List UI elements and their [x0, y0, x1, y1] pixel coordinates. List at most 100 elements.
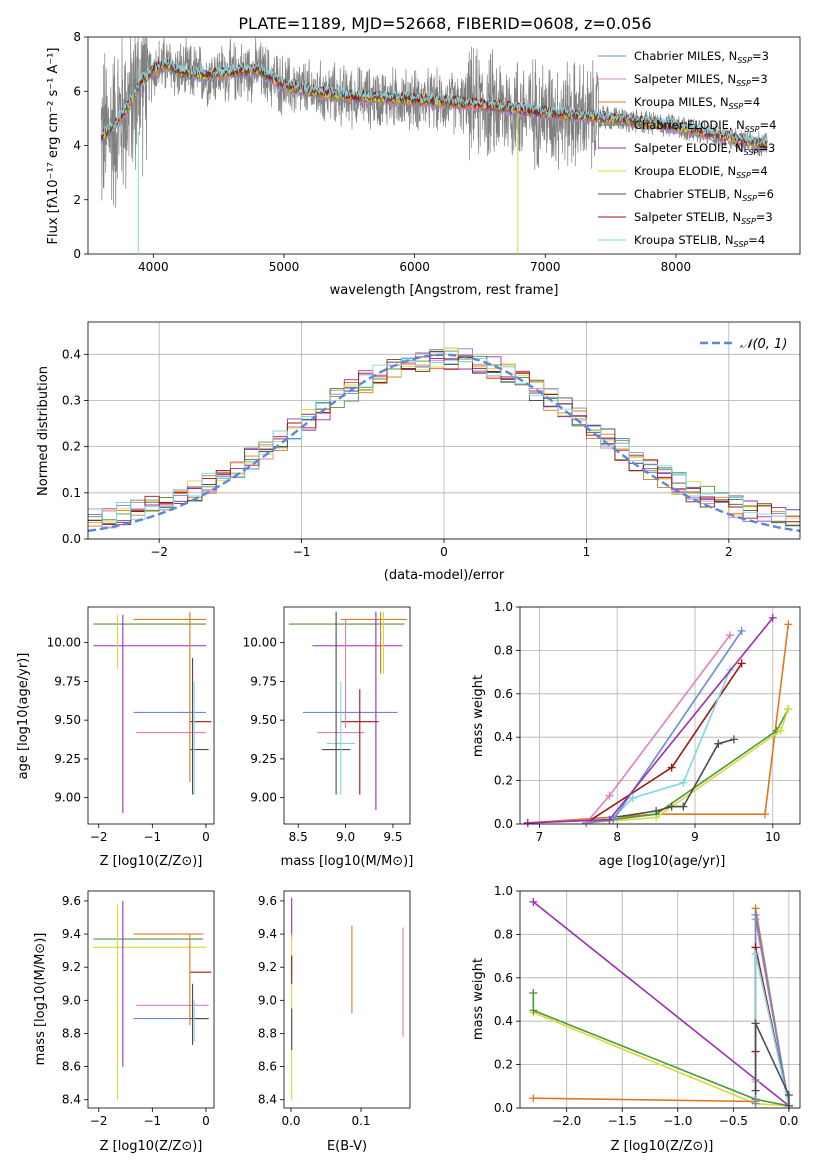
y-tick-label: 9.2	[258, 960, 277, 974]
x-tick-label: 4000	[138, 260, 169, 274]
spectrum-xlabel: wavelength [Angstrom, rest frame]	[330, 283, 559, 298]
legend-label-main: Kroupa STELIB, N	[634, 233, 734, 247]
legend-label-sub: SSP	[736, 79, 751, 88]
series-point-salpeter_stelib	[667, 763, 676, 772]
legend-label-sub: SSP	[729, 102, 744, 111]
legend-label-suffix: =6	[757, 187, 774, 201]
y-tick-label: 8.6	[62, 1060, 81, 1074]
series-point-chabrier_stelib	[714, 739, 723, 748]
series-point-salpeter_miles	[726, 631, 734, 640]
series-point-salpeter_elodie	[523, 818, 532, 827]
series-line-chabrier_miles	[754, 914, 790, 1106]
y-tick-label: 9.4	[258, 927, 277, 941]
spectrum-model	[100, 58, 768, 254]
x-tick-label: 8.5	[289, 830, 308, 844]
series-point-salpeter_stelib	[737, 659, 746, 668]
panel-frame	[283, 890, 411, 1109]
series-point-kroupa_stelib	[628, 793, 637, 802]
massweight-vs-z-ylabel: mass weight	[471, 958, 486, 1040]
y-tick-label: 0.0	[494, 817, 513, 831]
normal-curve	[87, 353, 801, 533]
x-tick-label: −2.0	[552, 1114, 581, 1128]
x-tick-label: −1	[143, 830, 161, 844]
y-tick-label: 0.2	[494, 774, 513, 788]
series-point-chabrier_stelib	[751, 1019, 760, 1028]
residuals-panel: −2 −1 0 1 2 0.0 0.1 0.2 0.3 0.4 𝒩(0, 1) (data-mod…	[36, 321, 801, 583]
legend-label-sub: SSP	[734, 240, 749, 249]
y-tick-label: 9.00	[54, 791, 81, 805]
y-tick-label: 9.6	[258, 894, 277, 908]
legend-label-main: Kroupa MILES, N	[634, 95, 729, 109]
age-vs-z-ylabel: age [log10(age/yr)]	[16, 653, 31, 780]
x-tick-label: 5000	[269, 260, 300, 274]
legend-label-suffix: =4	[743, 95, 760, 109]
series-point-salpeter_elodie	[605, 815, 614, 824]
y-tick-label: 8.8	[62, 1026, 81, 1040]
y-tick-label: 8	[73, 30, 81, 44]
y-tick-label: 0.4	[494, 1014, 513, 1028]
legend-label-main: Salpeter STELIB, N	[634, 210, 741, 224]
series-point-chabrier_stelib	[652, 806, 661, 815]
x-tick-label: 0.0	[779, 1114, 798, 1128]
series-line-chabrier_stelib	[754, 1023, 790, 1106]
legend-label-chabrier_miles: Chabrier MILES, NSSP=3	[634, 49, 769, 65]
residuals-histograms	[88, 347, 800, 529]
x-tick-label: 0	[202, 830, 210, 844]
legend-label-main: Kroupa ELODIE, N	[634, 164, 736, 178]
panel-frame	[283, 606, 411, 825]
y-tick-label: 0	[73, 247, 81, 261]
histogram-kroupa_stelib	[88, 358, 800, 529]
y-tick-label: 4	[73, 139, 81, 153]
massweight-vs-age-xlabel: age [log10(age/yr)]	[599, 854, 726, 869]
x-tick-label: 9.0	[336, 830, 355, 844]
mass-vs-z-ylabel: mass [log10(M/M⊙)]	[33, 933, 48, 1066]
legend-label-sub: SSP	[745, 125, 760, 134]
series-point-chabrier_stelib	[784, 1101, 793, 1110]
series-point-salpeter_elodie	[768, 613, 777, 622]
y-tick-label: 9.00	[250, 791, 277, 805]
y-tick-label: 0.8	[494, 927, 513, 941]
series-point-kroupa_miles	[529, 1094, 538, 1103]
legend-label-suffix: =4	[760, 118, 777, 132]
x-tick-label: 0	[202, 1114, 210, 1128]
y-tick-label: 1.0	[494, 600, 513, 614]
mass-vs-z-panel: −2 −1 0 8.4 8.6 8.8 9.0 9.2 9.4 9.6	[62, 890, 215, 1128]
series-point-salpeter_miles	[605, 791, 614, 800]
x-tick-label: −1.5	[608, 1114, 637, 1128]
y-tick-label: 0.2	[62, 440, 81, 454]
massweight-vs-z-panel: −2.0 −1.5 −1.0 −0.5 0.0 0.0 0.2 0.4 0.6 0.8 1.0	[494, 884, 801, 1128]
y-tick-label: 9.50	[250, 713, 277, 727]
spectrum-panel: 4000 5000 6000 7000 8000 0 2 4 6 8 Chabrier MILES…	[46, 30, 801, 298]
y-tick-label: 9.50	[54, 713, 81, 727]
legend-label-salpeter_stelib: Salpeter STELIB, NSSP=3	[634, 210, 773, 226]
series-point-chabrier_stelib	[679, 802, 688, 811]
legend-label-suffix: =3	[751, 72, 768, 86]
legend-label-suffix: =4	[748, 233, 765, 247]
series-point-kroupa_elodie	[784, 704, 793, 713]
series-line-salpeter_miles	[585, 634, 731, 824]
x-tick-label: 8000	[661, 260, 692, 274]
legend-label-suffix: =3	[756, 210, 773, 224]
y-tick-label: 0.1	[62, 486, 81, 500]
legend-label-suffix: =3	[752, 49, 769, 63]
panel-frame	[87, 890, 215, 1109]
normal-legend-label: 𝒩(0, 1)	[740, 337, 787, 352]
y-tick-label: 8.6	[258, 1060, 277, 1074]
x-tick-label: −2	[90, 1114, 108, 1128]
panel-frame	[519, 890, 801, 1109]
y-tick-label: 0.0	[494, 1101, 513, 1115]
series-point-chabrier_stelib	[667, 802, 676, 811]
massweight-vs-z-xlabel: Z [log10(Z/Z⊙)]	[611, 1139, 714, 1154]
x-tick-label: 8	[613, 830, 621, 844]
x-tick-label: −1	[293, 545, 311, 559]
x-tick-label: −2	[90, 830, 108, 844]
y-tick-label: 0.4	[494, 730, 513, 744]
y-tick-label: 9.75	[54, 674, 81, 688]
y-tick-label: 2	[73, 193, 81, 207]
legend-label-chabrier_elodie: Chabrier ELODIE, NSSP=4	[634, 118, 776, 134]
age-vs-z-xlabel: Z [log10(Z/Z⊙)]	[100, 854, 203, 869]
x-tick-label: 0.0	[281, 1114, 300, 1128]
age-vs-mass-panel: 8.5 9.0 9.5 9.00 9.25 9.50 9.75 10.00	[243, 606, 411, 844]
